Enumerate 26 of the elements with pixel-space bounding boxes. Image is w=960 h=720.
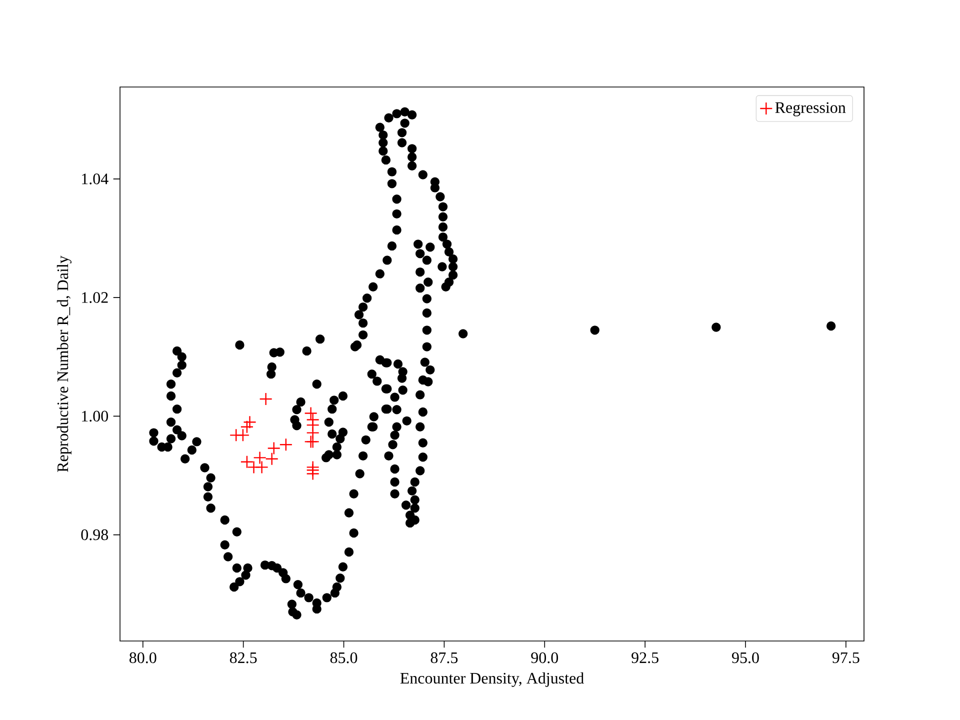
point <box>243 416 256 429</box>
y-tick-label: 1.02 <box>82 292 108 303</box>
point <box>240 420 254 434</box>
x-tick-label: 95.0 <box>732 652 759 664</box>
x-tick-label: 90.0 <box>531 652 558 664</box>
y-axis-title: Reproductive Number R_d, Daily <box>56 256 72 472</box>
point <box>265 452 278 466</box>
y-tick-label: 1.04 <box>82 173 108 184</box>
x-tick-label: 85.0 <box>330 652 358 664</box>
point <box>279 438 293 452</box>
point <box>255 460 268 474</box>
point <box>267 442 280 455</box>
x-tick-label: 92.5 <box>632 652 658 664</box>
x-axis-title: Encounter Density, Adjusted <box>400 672 584 687</box>
point <box>259 392 272 406</box>
x-tick-label: 82.5 <box>230 652 257 664</box>
point <box>230 428 243 442</box>
point <box>304 406 318 420</box>
x-tick-label: 97.5 <box>832 652 860 664</box>
point <box>253 451 266 464</box>
y-tick-label: 1.00 <box>82 410 108 422</box>
x-tick-label: 87.5 <box>430 652 458 664</box>
point <box>306 467 320 480</box>
legend-label: Regression <box>775 102 846 116</box>
y-tick-label: 0.98 <box>81 529 108 540</box>
x-tick-label: 80.0 <box>130 652 156 664</box>
